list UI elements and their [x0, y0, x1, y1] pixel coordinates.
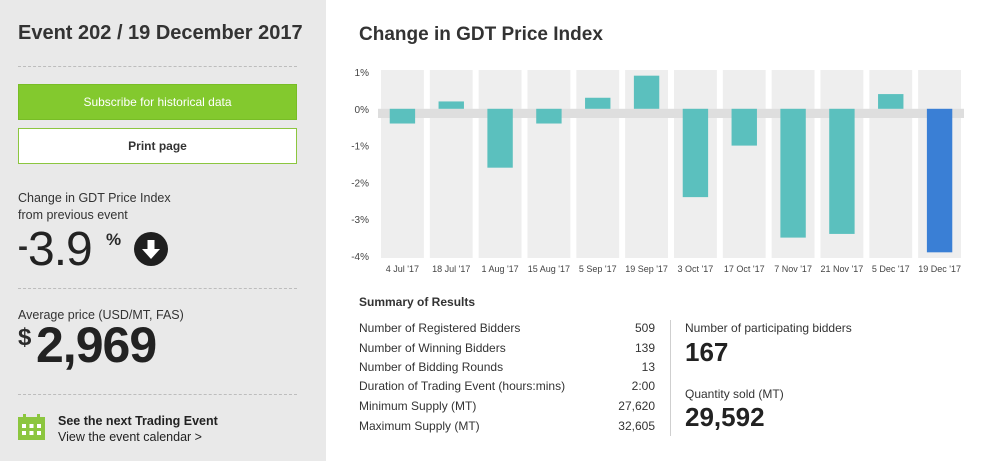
- summary-row: Number of Registered Bidders 509: [359, 321, 655, 337]
- change-sublabel: from previous event: [18, 208, 128, 222]
- bar: [829, 108, 855, 234]
- summary-row: Minimum Supply (MT) 27,620: [359, 399, 655, 415]
- summary-row-value: 2:00: [631, 379, 655, 393]
- x-tick-label: 5 Dec '17: [872, 264, 910, 274]
- change-value: 3.9: [28, 223, 93, 276]
- change-label: Change in GDT Price Index: [18, 191, 171, 205]
- x-tick-label: 7 Nov '17: [774, 264, 812, 274]
- price-index-chart: 1% 0% -1% -2% -3% -4% 4 Jul '17 18 Jul '17 1 Aug…: [351, 68, 964, 274]
- change-unit: %: [106, 230, 122, 249]
- y-tick-label: 0%: [355, 105, 370, 116]
- summary-row-value: 509: [634, 321, 655, 335]
- event-title: Event 202 / 19 December 2017: [18, 22, 303, 44]
- print-button[interactable]: Print page: [18, 128, 297, 164]
- calendar-icon[interactable]: [18, 414, 45, 440]
- bar: [487, 108, 513, 168]
- summary-row-value: 32,605: [618, 419, 655, 433]
- bar: [633, 75, 660, 109]
- summary-row-value: 27,620: [618, 399, 655, 413]
- average-price-label: Average price (USD/MT, FAS): [18, 308, 184, 322]
- summary-row: Number of Bidding Rounds 13: [359, 360, 655, 376]
- x-tick-label: 3 Oct '17: [678, 264, 714, 274]
- summary-row-label: Maximum Supply (MT): [359, 419, 480, 433]
- event-calendar-link[interactable]: View the event calendar >: [58, 430, 202, 444]
- summary-row-value: 13: [641, 360, 655, 374]
- summary-row: Maximum Supply (MT) 32,605: [359, 419, 655, 435]
- summary-row: Number of Winning Bidders 139: [359, 341, 655, 357]
- bar: [878, 94, 904, 109]
- change-sign: -: [18, 230, 28, 263]
- x-tick-label: 19 Sep '17: [625, 264, 668, 274]
- arrow-down-circle-icon: [134, 232, 168, 266]
- x-tick-label: 19 Dec '17: [918, 264, 961, 274]
- x-tick-label: 18 Jul '17: [432, 264, 470, 274]
- bar: [682, 108, 709, 198]
- divider: [18, 288, 297, 289]
- bar: [780, 108, 806, 238]
- summary-row-value: 139: [634, 341, 655, 355]
- column-band: [429, 70, 473, 258]
- divider: [670, 320, 671, 436]
- subscribe-button[interactable]: Subscribe for historical data: [18, 84, 297, 120]
- bar: [731, 108, 757, 146]
- currency-symbol: $: [18, 324, 32, 351]
- summary-row-label: Number of Registered Bidders: [359, 321, 521, 335]
- average-price-value: 2,969: [36, 317, 157, 373]
- quantity-sold-value: 29,592: [685, 402, 765, 432]
- summary-row-label: Duration of Trading Event (hours:mins): [359, 379, 566, 393]
- y-tick-label: -2%: [351, 178, 369, 189]
- x-tick-label: 4 Jul '17: [386, 264, 419, 274]
- x-tick-label: 1 Aug '17: [481, 264, 518, 274]
- column-band: [381, 70, 424, 258]
- summary-title: Summary of Results: [359, 295, 476, 309]
- x-tick-label: 5 Sep '17: [579, 264, 617, 274]
- y-tick-label: -4%: [351, 252, 369, 263]
- chart-title: Change in GDT Price Index: [359, 24, 603, 45]
- quantity-sold-label: Quantity sold (MT): [685, 387, 784, 401]
- participating-bidders-label: Number of participating bidders: [685, 321, 852, 335]
- summary-row-label: Number of Bidding Rounds: [359, 360, 504, 374]
- bar: [585, 97, 611, 109]
- bar: [926, 108, 953, 253]
- next-event-title: See the next Trading Event: [58, 414, 218, 428]
- column-band: [722, 70, 766, 258]
- summary-row-label: Minimum Supply (MT): [359, 399, 477, 413]
- x-tick-label: 15 Aug '17: [528, 264, 570, 274]
- bar: [389, 108, 416, 124]
- bar: [536, 108, 562, 124]
- participating-bidders-value: 167: [685, 337, 729, 367]
- column-band: [527, 70, 571, 258]
- y-tick-label: 1%: [355, 68, 370, 79]
- zero-band: [378, 108, 964, 118]
- y-tick-label: -3%: [351, 215, 369, 226]
- x-tick-label: 17 Oct '17: [724, 264, 765, 274]
- x-tick-label: 21 Nov '17: [821, 264, 864, 274]
- divider: [18, 394, 297, 395]
- summary-row-label: Number of Winning Bidders: [359, 341, 506, 355]
- summary-row: Duration of Trading Event (hours:mins) 2…: [359, 379, 655, 395]
- y-tick-label: -1%: [351, 142, 369, 153]
- bar: [438, 101, 464, 109]
- divider: [18, 66, 297, 67]
- event-sidebar: Event 202 / 19 December 2017 Subscribe f…: [0, 0, 326, 461]
